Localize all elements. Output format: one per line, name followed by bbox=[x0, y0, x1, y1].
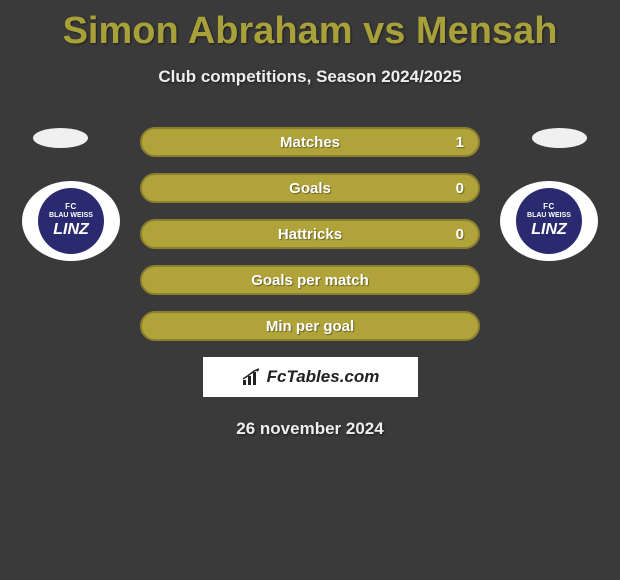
stat-label: Matches bbox=[280, 134, 340, 151]
stat-pill-min-per-goal: Min per goal bbox=[140, 311, 480, 341]
page-title: Simon Abraham vs Mensah bbox=[0, 0, 620, 53]
chart-icon bbox=[241, 368, 263, 386]
subtitle: Club competitions, Season 2024/2025 bbox=[0, 67, 620, 87]
date-text: 26 november 2024 bbox=[0, 419, 620, 439]
stat-label: Hattricks bbox=[278, 226, 342, 243]
stat-row: Min per goal bbox=[0, 311, 620, 341]
stat-pill-goals: Goals 0 bbox=[140, 173, 480, 203]
stat-value: 0 bbox=[456, 180, 464, 197]
stat-pill-hattricks: Hattricks 0 bbox=[140, 219, 480, 249]
stat-label: Min per goal bbox=[266, 318, 354, 335]
stat-row: Matches 1 bbox=[0, 127, 620, 157]
stat-row: Goals per match bbox=[0, 265, 620, 295]
stat-row: Goals 0 bbox=[0, 173, 620, 203]
stat-label: Goals per match bbox=[251, 272, 369, 289]
stat-value: 1 bbox=[456, 134, 464, 151]
stat-pill-goals-per-match: Goals per match bbox=[140, 265, 480, 295]
stats-area: Matches 1 Goals 0 Hattricks 0 Goals per … bbox=[0, 127, 620, 341]
stat-pill-matches: Matches 1 bbox=[140, 127, 480, 157]
stat-value: 0 bbox=[456, 226, 464, 243]
brand-text: FcTables.com bbox=[267, 367, 380, 387]
stat-label: Goals bbox=[289, 180, 331, 197]
stat-row: Hattricks 0 bbox=[0, 219, 620, 249]
brand-box: FcTables.com bbox=[203, 357, 418, 397]
